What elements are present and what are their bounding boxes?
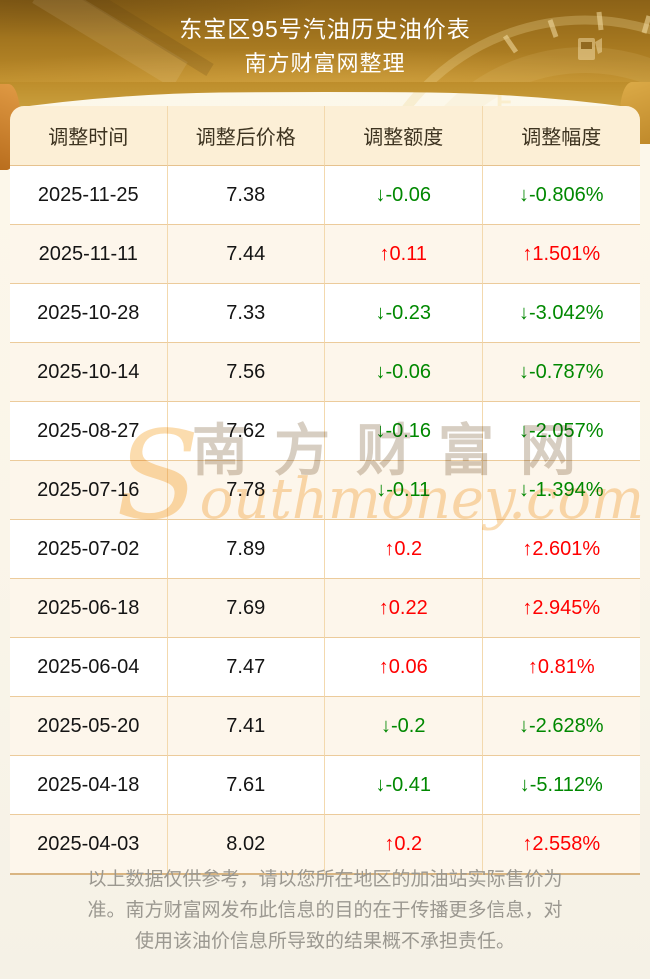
row-price: 8.02 <box>167 815 325 875</box>
row-change: ↑0.22 <box>325 579 483 638</box>
table-row: 2025-11-25 7.38 ↓-0.06 ↓-0.806% <box>10 166 640 225</box>
table-row: 2025-06-04 7.47 ↑0.06 ↑0.81% <box>10 638 640 697</box>
row-date: 2025-04-03 <box>10 815 168 875</box>
row-change: ↑0.2 <box>325 520 483 579</box>
row-percent: ↑2.601% <box>482 520 640 579</box>
row-price: 7.47 <box>167 638 325 697</box>
price-table: 调整时间 调整后价格 调整额度 调整幅度 2025-11-25 7.38 ↓-0.0… <box>10 106 640 875</box>
header-wave-decoration <box>0 82 650 110</box>
row-date: 2025-06-04 <box>10 638 168 697</box>
row-date: 2025-04-18 <box>10 756 168 815</box>
row-percent: ↑1.501% <box>482 225 640 284</box>
row-change: ↓-0.2 <box>325 697 483 756</box>
page-title: 东宝区95号汽油历史油价表 <box>179 16 471 42</box>
col-header-adjust-percent: 调整幅度 <box>482 106 640 166</box>
table-row: 2025-04-18 7.61 ↓-0.41 ↓-5.112% <box>10 756 640 815</box>
row-date: 2025-11-11 <box>10 225 168 284</box>
table-row: 2025-08-27 7.62 ↓-0.16 ↓-2.057% <box>10 402 640 461</box>
row-percent: ↓-2.628% <box>482 697 640 756</box>
page-header: F 东宝区95号汽油历史油价表 南方财富网整理 <box>0 0 650 170</box>
disclaimer-text: 以上数据仅供参考，请以您所在地区的加油站实际售价为准。南方财富网发布此信息的目的… <box>87 869 563 952</box>
row-date: 2025-10-14 <box>10 343 168 402</box>
row-percent: ↓-5.112% <box>482 756 640 815</box>
row-percent: ↓-3.042% <box>482 284 640 343</box>
row-price: 7.89 <box>167 520 325 579</box>
row-change: ↑0.06 <box>325 638 483 697</box>
price-table-section: 调整时间 调整后价格 调整额度 调整幅度 2025-11-25 7.38 ↓-0.0… <box>10 106 640 875</box>
col-header-adjust-amount: 调整额度 <box>325 106 483 166</box>
row-change: ↓-0.06 <box>325 343 483 402</box>
header-titles: 东宝区95号汽油历史油价表 南方财富网整理 <box>0 13 650 82</box>
table-row: 2025-11-11 7.44 ↑0.11 ↑1.501% <box>10 225 640 284</box>
row-percent: ↓-2.057% <box>482 402 640 461</box>
disclaimer: 以上数据仅供参考，请以您所在地区的加油站实际售价为准。南方财富网发布此信息的目的… <box>82 864 568 957</box>
table-header-row: 调整时间 调整后价格 调整额度 调整幅度 <box>10 106 640 166</box>
row-percent: ↓-1.394% <box>482 461 640 520</box>
row-price: 7.44 <box>167 225 325 284</box>
row-change: ↓-0.16 <box>325 402 483 461</box>
row-percent: ↑2.945% <box>482 579 640 638</box>
row-price: 7.33 <box>167 284 325 343</box>
row-date: 2025-10-28 <box>10 284 168 343</box>
table-row: 2025-10-28 7.33 ↓-0.23 ↓-3.042% <box>10 284 640 343</box>
table-row: 2025-10-14 7.56 ↓-0.06 ↓-0.787% <box>10 343 640 402</box>
row-percent: ↓-0.787% <box>482 343 640 402</box>
row-price: 7.38 <box>167 166 325 225</box>
table-row: 2025-04-03 8.02 ↑0.2 ↑2.558% <box>10 815 640 875</box>
row-percent: ↓-0.806% <box>482 166 640 225</box>
row-change: ↓-0.11 <box>325 461 483 520</box>
row-date: 2025-07-02 <box>10 520 168 579</box>
table-row: 2025-07-16 7.78 ↓-0.11 ↓-1.394% <box>10 461 640 520</box>
row-date: 2025-08-27 <box>10 402 168 461</box>
row-date: 2025-07-16 <box>10 461 168 520</box>
table-row: 2025-06-18 7.69 ↑0.22 ↑2.945% <box>10 579 640 638</box>
row-change: ↑0.11 <box>325 225 483 284</box>
row-price: 7.78 <box>167 461 325 520</box>
row-price: 7.62 <box>167 402 325 461</box>
col-header-adjusted-price: 调整后价格 <box>167 106 325 166</box>
row-change: ↑0.2 <box>325 815 483 875</box>
row-price: 7.69 <box>167 579 325 638</box>
col-header-adjust-date: 调整时间 <box>10 106 168 166</box>
row-percent: ↑0.81% <box>482 638 640 697</box>
row-change: ↓-0.41 <box>325 756 483 815</box>
table-row: 2025-07-02 7.89 ↑0.2 ↑2.601% <box>10 520 640 579</box>
table-row: 2025-05-20 7.41 ↓-0.2 ↓-2.628% <box>10 697 640 756</box>
header-background <box>0 0 650 82</box>
page-subtitle: 南方财富网整理 <box>244 51 406 76</box>
row-price: 7.61 <box>167 756 325 815</box>
row-change: ↓-0.06 <box>325 166 483 225</box>
row-change: ↓-0.23 <box>325 284 483 343</box>
row-date: 2025-05-20 <box>10 697 168 756</box>
row-date: 2025-06-18 <box>10 579 168 638</box>
row-price: 7.41 <box>167 697 325 756</box>
row-date: 2025-11-25 <box>10 166 168 225</box>
row-price: 7.56 <box>167 343 325 402</box>
row-percent: ↑2.558% <box>482 815 640 875</box>
